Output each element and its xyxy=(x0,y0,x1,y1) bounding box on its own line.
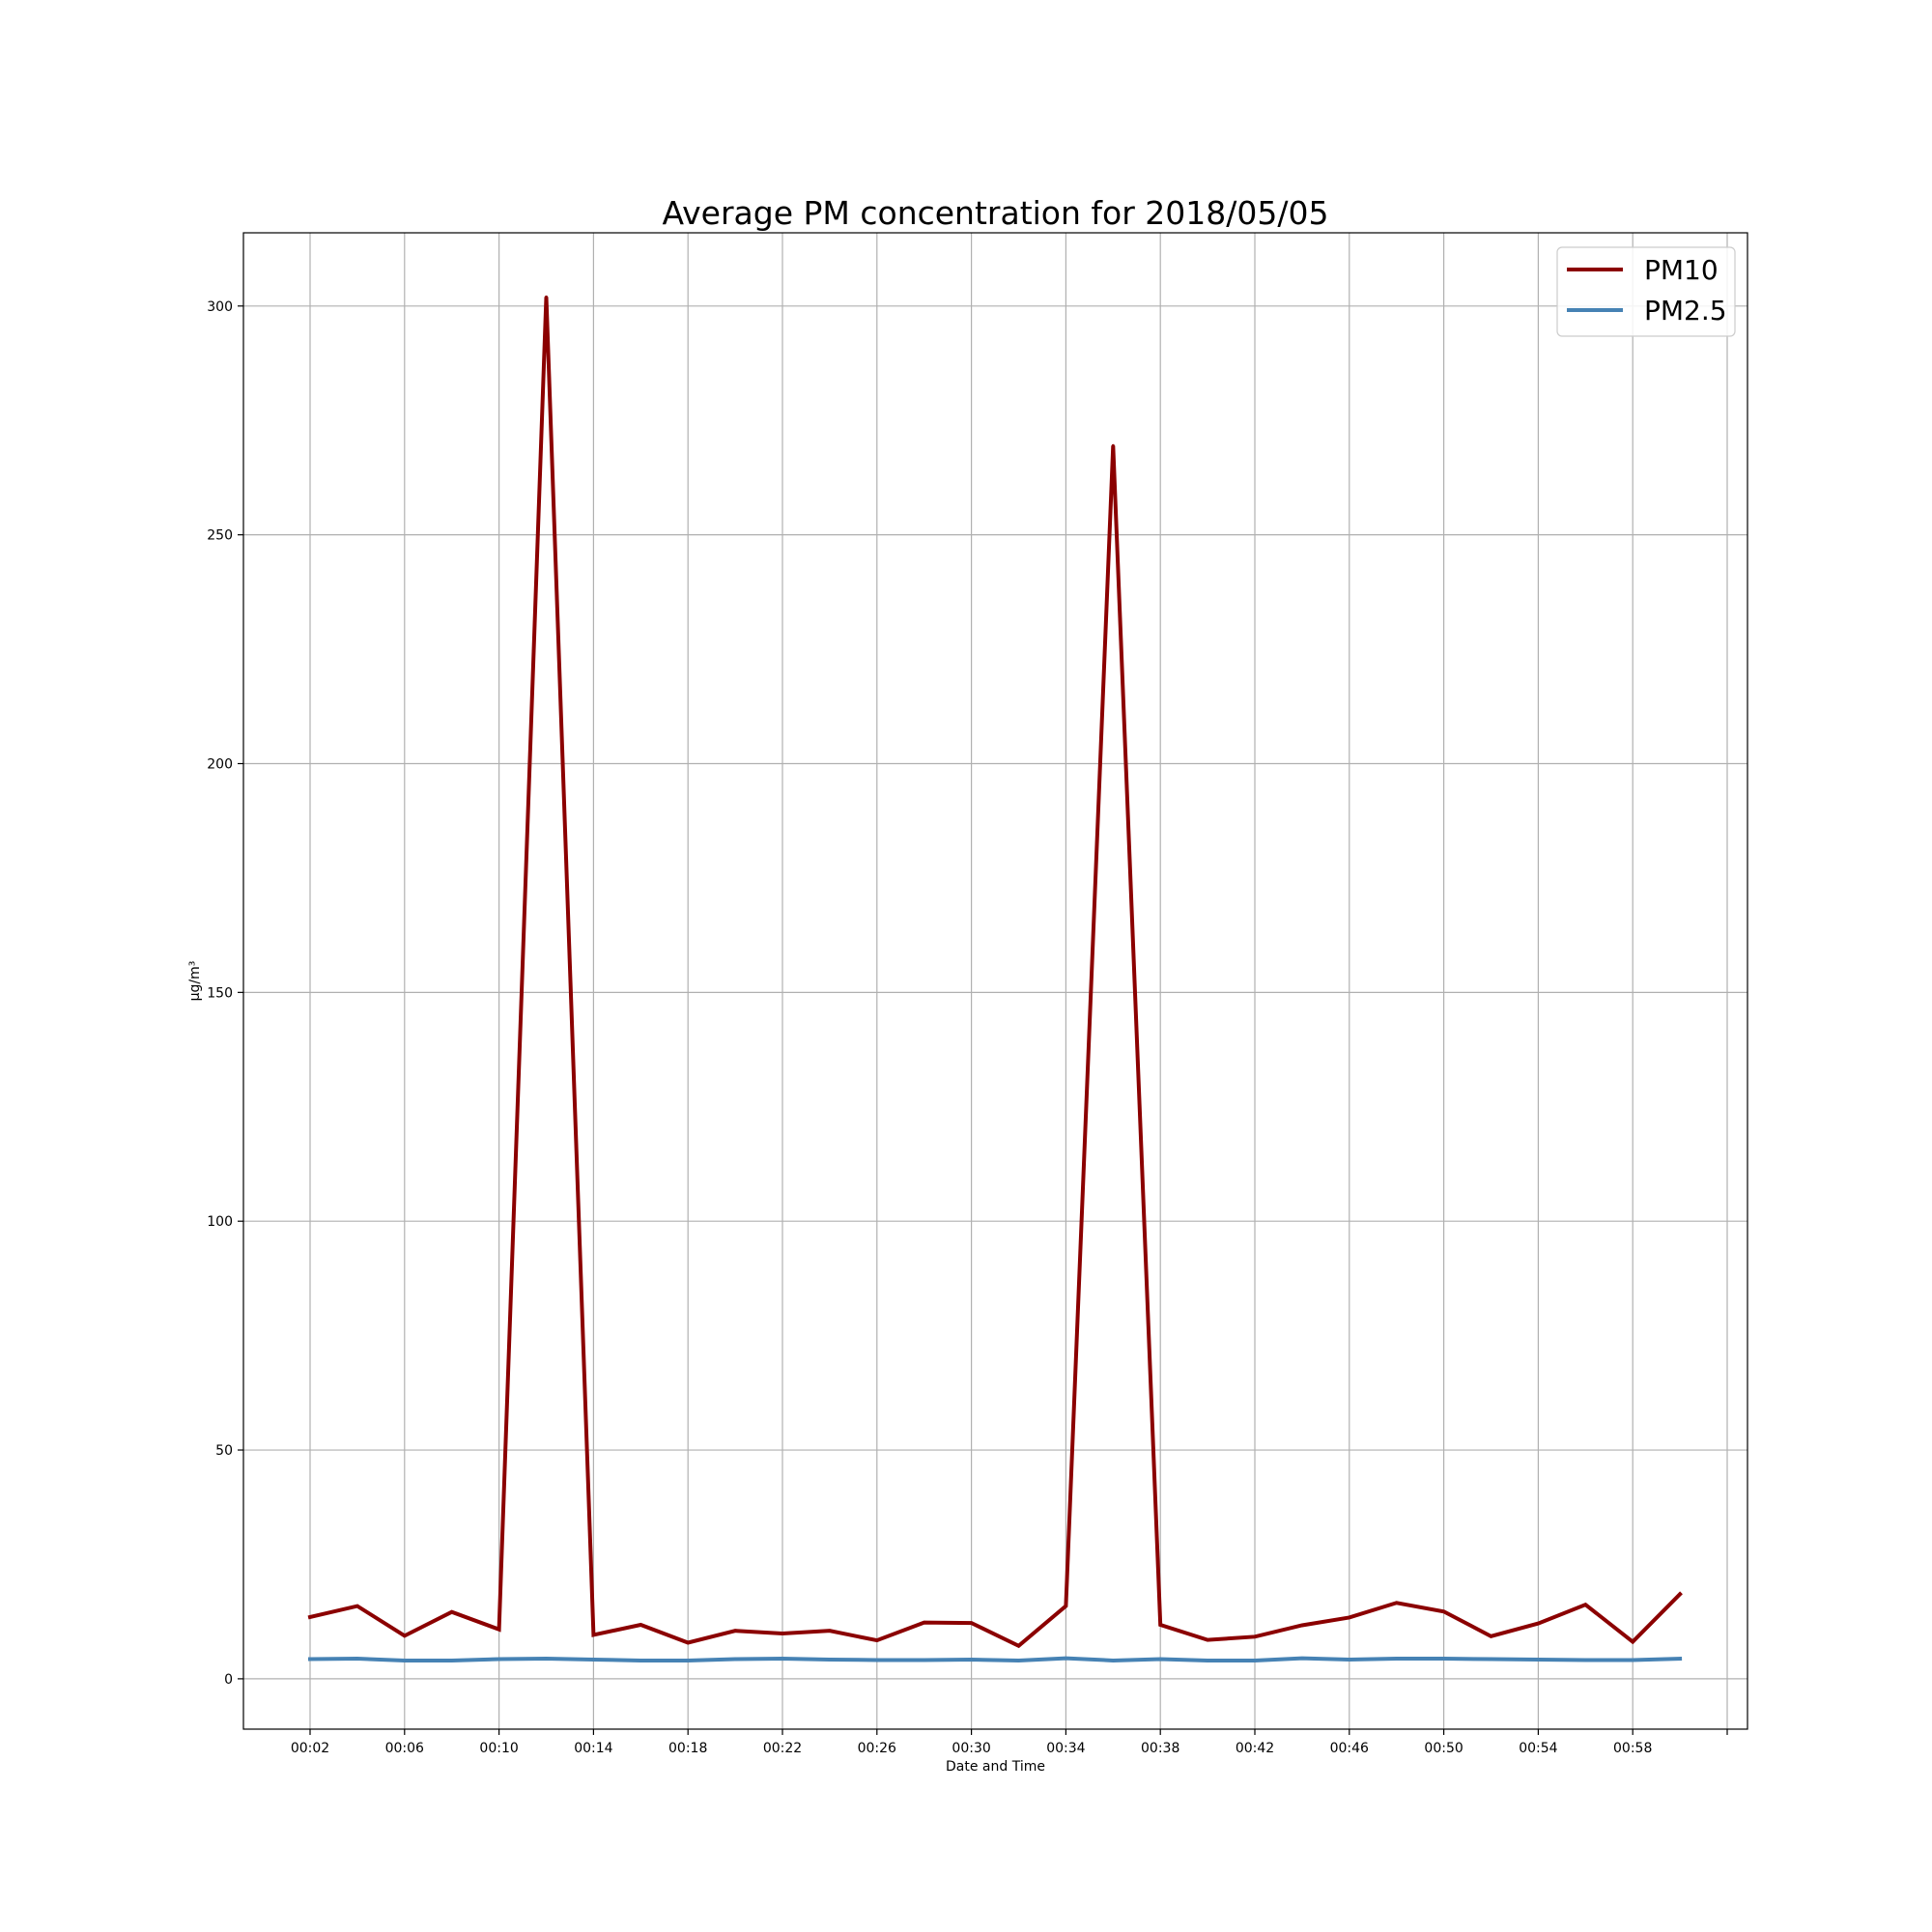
x-tick-label: 00:14 xyxy=(574,1741,612,1756)
data-point-pm10 xyxy=(1536,1622,1540,1626)
x-tick-label: 00:42 xyxy=(1236,1741,1274,1756)
data-point-pm2-5 xyxy=(1017,1659,1020,1662)
x-tick-label: 00:06 xyxy=(385,1741,424,1756)
data-point-pm2-5 xyxy=(1395,1657,1399,1661)
y-tick-label: 250 xyxy=(207,528,233,544)
x-tick-label: 00:54 xyxy=(1519,1741,1557,1756)
x-tick-label: 00:58 xyxy=(1613,1741,1652,1756)
data-point-pm2-5 xyxy=(1300,1657,1304,1661)
data-point-pm2-5 xyxy=(308,1658,312,1662)
data-point-pm10 xyxy=(639,1623,642,1627)
x-tick-label: 00:22 xyxy=(763,1741,802,1756)
data-point-pm10 xyxy=(828,1629,832,1633)
data-point-pm2-5 xyxy=(1678,1657,1682,1661)
data-point-pm2-5 xyxy=(1253,1659,1257,1662)
data-point-pm10 xyxy=(1253,1634,1257,1638)
data-point-pm10 xyxy=(1678,1592,1682,1596)
legend-entry: PM10 xyxy=(1644,254,1719,286)
data-point-pm2-5 xyxy=(639,1659,642,1662)
chart-title: Average PM concentration for 2018/05/05 xyxy=(663,194,1329,232)
x-tick-label: 00:30 xyxy=(952,1741,990,1756)
data-point-pm10 xyxy=(1583,1603,1587,1606)
data-point-pm2-5 xyxy=(970,1658,974,1662)
data-point-pm2-5 xyxy=(1064,1657,1067,1661)
x-tick-label: 00:26 xyxy=(858,1741,896,1756)
data-point-pm10 xyxy=(1206,1638,1209,1642)
data-point-pm2-5 xyxy=(1442,1657,1446,1661)
y-tick-label: 150 xyxy=(207,985,233,1001)
data-point-pm2-5 xyxy=(1490,1658,1492,1662)
series-line-pm2-5 xyxy=(307,1656,1683,1662)
y-axis-label: µg/m³ xyxy=(187,961,203,1002)
data-point-pm2-5 xyxy=(1111,1659,1115,1662)
data-point-pm2-5 xyxy=(1158,1658,1162,1662)
data-point-pm10 xyxy=(1395,1601,1399,1605)
data-point-pm10 xyxy=(450,1610,454,1614)
series-line-pm10 xyxy=(307,297,1683,1649)
data-point-pm2-5 xyxy=(497,1658,501,1662)
x-axis-ticks: 00:02 00:06 00:10 00:14 00:18 00:22 00:26 00:30… xyxy=(291,1729,1728,1756)
data-point-pm10 xyxy=(1348,1615,1351,1619)
data-point-pm10 xyxy=(403,1634,407,1637)
data-point-pm2-5 xyxy=(923,1658,926,1662)
data-point-pm10 xyxy=(970,1621,974,1625)
data-point-pm2-5 xyxy=(1348,1658,1351,1662)
y-tick-label: 50 xyxy=(215,1443,233,1459)
data-point-pm10 xyxy=(1064,1605,1067,1608)
x-tick-label: 00:38 xyxy=(1141,1741,1179,1756)
legend-entry: PM2.5 xyxy=(1644,295,1727,327)
data-point-pm2-5 xyxy=(403,1659,407,1662)
data-point-pm10 xyxy=(686,1640,690,1644)
x-tick-label: 00:18 xyxy=(668,1741,707,1756)
data-point-pm10 xyxy=(875,1638,879,1642)
data-point-pm2-5 xyxy=(875,1658,879,1662)
data-point-pm2-5 xyxy=(1536,1658,1540,1662)
data-point-pm10 xyxy=(591,1633,595,1636)
data-point-pm2-5 xyxy=(1583,1658,1587,1662)
data-point-pm10 xyxy=(1111,443,1115,447)
plot-frame xyxy=(242,232,1748,1730)
data-point-pm2-5 xyxy=(686,1659,690,1662)
data-point-pm2-5 xyxy=(828,1658,832,1662)
data-point-pm2-5 xyxy=(450,1659,454,1662)
data-point-pm2-5 xyxy=(1206,1659,1209,1662)
data-point-pm2-5 xyxy=(545,1657,548,1661)
data-point-pm10 xyxy=(733,1629,737,1633)
x-tick-label: 00:34 xyxy=(1046,1741,1085,1756)
data-point-pm10 xyxy=(1631,1640,1634,1644)
data-point-pm10 xyxy=(923,1621,926,1625)
series-lines xyxy=(307,295,1683,1662)
data-point-pm10 xyxy=(1017,1644,1020,1648)
data-point-pm2-5 xyxy=(1631,1658,1634,1662)
data-point-pm2-5 xyxy=(591,1658,595,1662)
data-point-pm10 xyxy=(497,1628,501,1632)
data-point-pm10 xyxy=(1442,1609,1446,1613)
x-tick-label: 00:50 xyxy=(1424,1741,1463,1756)
data-point-pm2-5 xyxy=(355,1657,359,1661)
data-point-pm10 xyxy=(1300,1623,1304,1627)
y-tick-label: 100 xyxy=(207,1214,233,1230)
y-axis-ticks: 0 50 100 150 200 250 300 xyxy=(207,299,243,1688)
x-tick-label: 00:10 xyxy=(479,1741,518,1756)
y-tick-label: 300 xyxy=(207,299,233,315)
data-point-pm10 xyxy=(355,1605,359,1608)
data-point-pm10 xyxy=(1490,1634,1492,1638)
y-tick-label: 0 xyxy=(224,1672,233,1688)
data-point-pm10 xyxy=(781,1632,784,1635)
data-point-pm2-5 xyxy=(781,1657,784,1661)
x-tick-label: 00:46 xyxy=(1330,1741,1369,1756)
data-point-pm10 xyxy=(308,1615,312,1619)
y-tick-label: 200 xyxy=(207,756,233,772)
data-point-pm2-5 xyxy=(733,1658,737,1662)
x-axis-label: Date and Time xyxy=(946,1759,1045,1775)
grid-lines xyxy=(243,233,1747,1729)
legend: PM10 PM2.5 xyxy=(1556,246,1736,337)
x-tick-label: 00:02 xyxy=(291,1741,329,1756)
data-point-pm10 xyxy=(1158,1623,1162,1627)
data-point-pm10 xyxy=(545,295,548,298)
